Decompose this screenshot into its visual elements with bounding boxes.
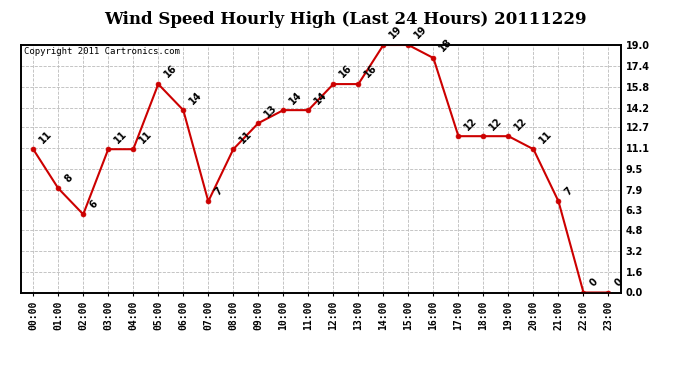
Text: 12: 12 — [462, 116, 479, 132]
Text: 11: 11 — [112, 128, 129, 145]
Text: Wind Speed Hourly High (Last 24 Hours) 20111229: Wind Speed Hourly High (Last 24 Hours) 2… — [104, 11, 586, 28]
Text: 16: 16 — [162, 63, 179, 80]
Text: 0: 0 — [613, 276, 624, 288]
Text: 14: 14 — [313, 89, 329, 106]
Text: 0: 0 — [588, 276, 600, 288]
Text: 11: 11 — [538, 128, 554, 145]
Text: 18: 18 — [437, 37, 454, 54]
Text: 12: 12 — [513, 116, 529, 132]
Text: 13: 13 — [262, 102, 279, 119]
Text: 14: 14 — [188, 89, 204, 106]
Text: 12: 12 — [488, 116, 504, 132]
Text: 16: 16 — [337, 63, 354, 80]
Text: 11: 11 — [137, 128, 154, 145]
Text: Copyright 2011 Cartronics.com: Copyright 2011 Cartronics.com — [23, 48, 179, 57]
Text: 19: 19 — [413, 24, 429, 41]
Text: 19: 19 — [388, 24, 404, 41]
Text: 8: 8 — [62, 172, 75, 184]
Text: 6: 6 — [88, 198, 99, 210]
Text: 7: 7 — [562, 185, 575, 197]
Text: 16: 16 — [362, 63, 379, 80]
Text: 14: 14 — [288, 89, 304, 106]
Text: 11: 11 — [237, 128, 254, 145]
Text: 7: 7 — [213, 185, 224, 197]
Text: 11: 11 — [37, 128, 54, 145]
